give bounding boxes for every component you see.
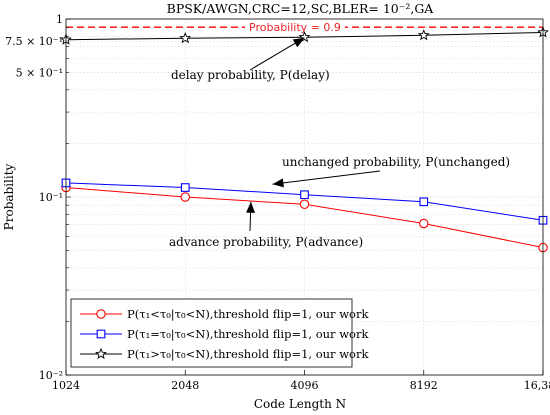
legend-label: P(τ₁=τ₀|τ₀<N),threshold flip=1, our work [127,327,369,342]
x-tick-label: 1024 [52,379,80,392]
data-point-circle [299,199,310,210]
legend-marker-star [95,347,107,360]
data-point-square [300,190,309,200]
x-tick-label: 2048 [171,379,199,392]
annotation-label: delay probability, P(delay) [171,68,330,82]
annotation-arrow-head [292,37,305,48]
reference-label-bg [244,21,345,33]
legend: P(τ₁<τ₀|τ₀<N),threshold flip=1, our work… [70,298,369,368]
data-point-star [298,31,311,43]
legend-marker-square [96,329,106,339]
x-tick-label: 8192 [410,379,438,392]
annotation-arrow-head [246,201,256,213]
y-tick-label: 1 [56,13,63,26]
legend-box [70,298,353,368]
annotations-group: delay probability, P(delay) unchanged pro… [169,37,510,249]
reference-line-group: Probability = 0.9 [66,21,543,34]
annotation-arrow-line [272,170,381,185]
y-axis-label: Probability [2,163,16,230]
ticks-group: 1024 2048 4096 8192 16,384 1 7.5 × 10⁻¹ 5 × 10⁻… [5,13,550,392]
data-point-star [417,29,430,41]
data-point-circle [418,218,429,229]
y-tick-label: 5 × 10⁻¹ [16,67,63,80]
x-tick-label: 16,384 [524,379,550,392]
y-tick-label: 10⁻¹ [39,191,63,204]
data-point-star [179,31,192,44]
legend-label: P(τ₁>τ₀|τ₀<N),threshold flip=1, our work [127,347,369,362]
annotation-arrow-head [272,178,284,188]
legend-marker-circle [96,309,106,319]
legend-label: P(τ₁<τ₀|τ₀<N),threshold flip=1, our work [127,307,369,322]
y-tick-label: 10⁻² [39,369,63,382]
data-point-square [419,197,429,207]
y-tick-label: 7.5 × 10⁻¹ [5,35,63,48]
x-tick-label: 4096 [291,379,319,392]
x-axis-label: Code Length N [254,397,346,411]
chart-title: BPSK/AWGN,CRC=12,SC,BLER= 10⁻²,GA [167,1,435,16]
annotation-label: unchanged probability, P(unchanged) [282,155,510,169]
data-point-circle [180,192,191,202]
annotation-label: advance probability, P(advance) [169,235,363,249]
data-point-square [180,183,190,192]
reference-line-label: Probability = 0.9 [249,21,341,34]
